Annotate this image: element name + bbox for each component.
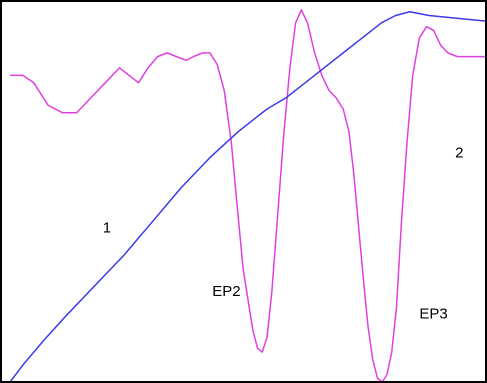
annotation-2: 2 bbox=[455, 145, 463, 162]
annotation-1: 1 bbox=[103, 219, 111, 236]
series-line-1 bbox=[10, 9, 486, 383]
annotation-ep3: EP3 bbox=[419, 305, 447, 322]
series-layer bbox=[9, 9, 487, 383]
annotation-ep2: EP2 bbox=[212, 283, 240, 300]
annotation-layer: 1 2 EP2 EP3 bbox=[103, 145, 464, 323]
series-line-2 bbox=[9, 10, 487, 383]
